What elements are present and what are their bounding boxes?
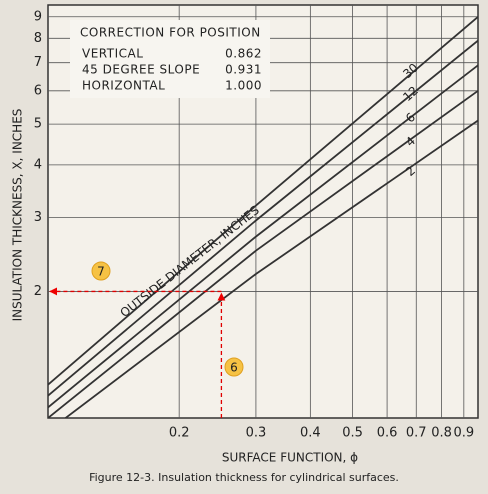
table-cell: 0.862 bbox=[225, 47, 262, 61]
table-cell: 0.931 bbox=[225, 63, 262, 77]
y-tick-label: 7 bbox=[34, 55, 42, 70]
table-cell: 45 DEGREE SLOPE bbox=[82, 63, 200, 77]
curve bbox=[48, 39, 478, 397]
y-tick-label: 9 bbox=[34, 9, 42, 24]
curve bbox=[48, 90, 478, 418]
curve bbox=[64, 119, 478, 418]
annotation-label: 7 bbox=[97, 265, 105, 279]
y-axis-label: INSULATION THICKNESS, X, INCHES bbox=[11, 109, 25, 322]
x-tick-label: 0.2 bbox=[169, 426, 190, 441]
x-tick-label: 0.9 bbox=[453, 426, 474, 441]
table-cell: VERTICAL bbox=[82, 47, 143, 61]
y-tick-label: 5 bbox=[34, 117, 42, 132]
table-cell: HORIZONTAL bbox=[82, 79, 165, 93]
table-title: CORRECTION FOR POSITION bbox=[80, 26, 261, 40]
x-tick-label: 0.6 bbox=[377, 426, 398, 441]
x-axis-label: SURFACE FUNCTION, ϕ bbox=[222, 451, 358, 465]
x-tick-label: 0.5 bbox=[342, 426, 363, 441]
y-tick-label: 4 bbox=[34, 157, 42, 172]
table-cell: 1.000 bbox=[225, 79, 262, 93]
x-tick-label: 0.7 bbox=[406, 426, 427, 441]
correction-table-box bbox=[70, 20, 270, 98]
curve bbox=[48, 16, 478, 386]
y-tick-label: 6 bbox=[34, 83, 42, 98]
x-tick-label: 0.3 bbox=[246, 426, 267, 441]
y-tick-label: 2 bbox=[34, 284, 42, 299]
annotation-badge bbox=[91, 261, 111, 281]
annotation-badge bbox=[224, 357, 244, 377]
x-tick-label: 0.4 bbox=[300, 426, 321, 441]
x-tick-label: 0.8 bbox=[431, 426, 452, 441]
caption: Figure 12-3. Insulation thickness for cy… bbox=[89, 471, 399, 484]
y-tick-label: 8 bbox=[34, 31, 42, 46]
curve bbox=[48, 64, 478, 409]
annotation-label: 6 bbox=[230, 361, 238, 375]
y-tick-label: 3 bbox=[34, 210, 42, 225]
curves bbox=[48, 16, 478, 418]
